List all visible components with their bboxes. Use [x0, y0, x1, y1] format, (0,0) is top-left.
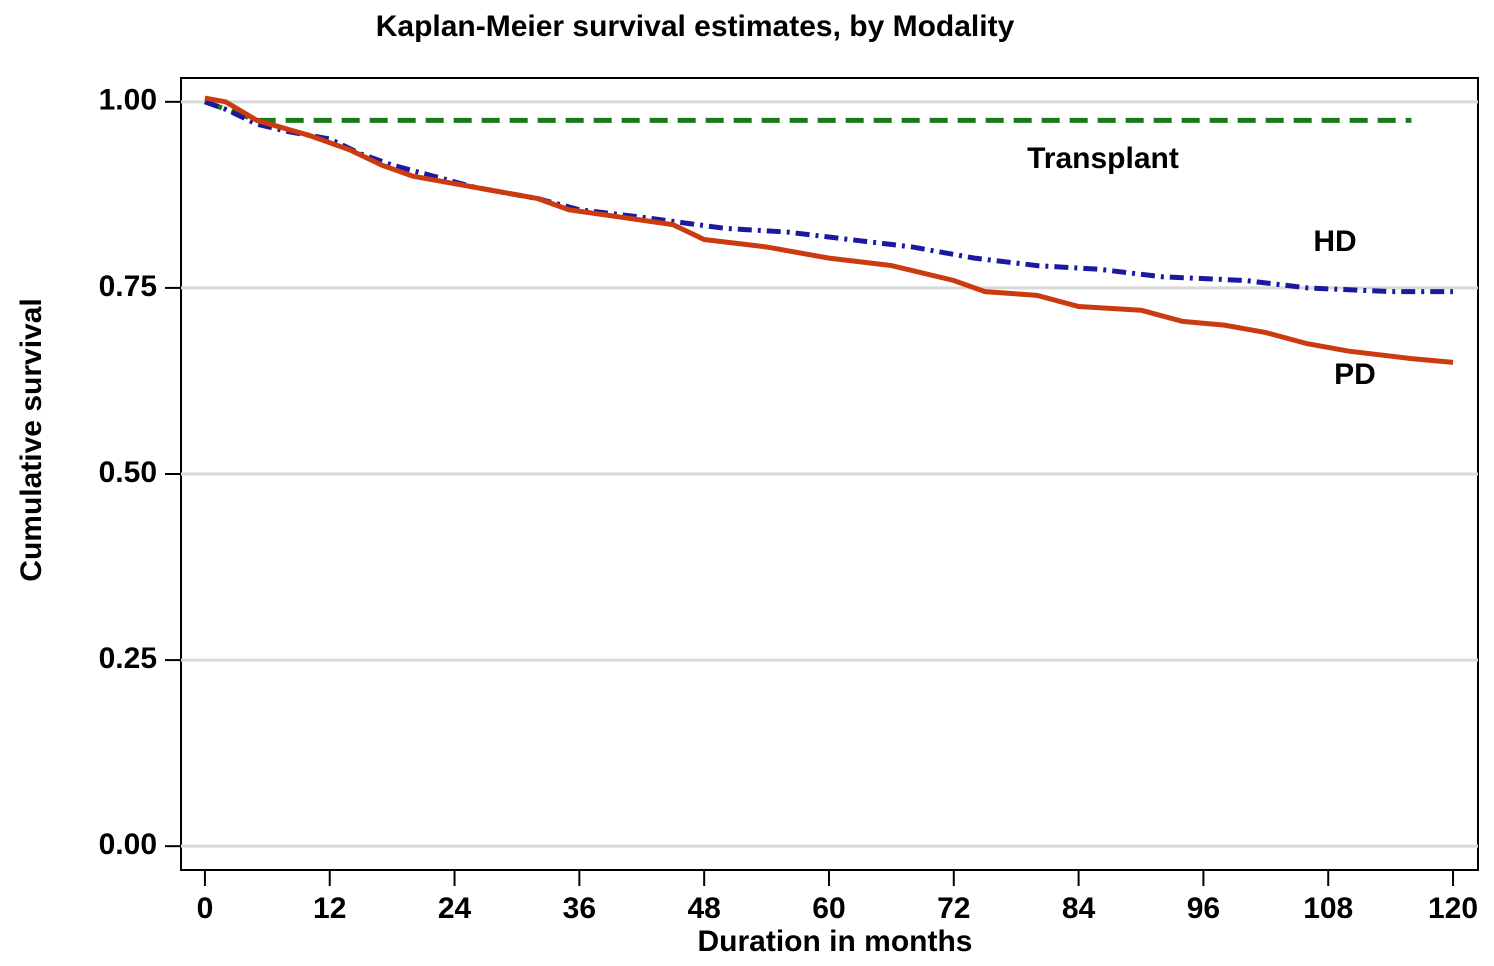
x-tick-label: 48 — [687, 892, 720, 925]
survival-line — [204, 99, 1454, 295]
x-tick-label: 0 — [197, 892, 214, 925]
series-label: HD — [1313, 225, 1356, 258]
x-tick-label: 120 — [1428, 892, 1478, 925]
x-axis-label: Duration in months — [698, 925, 973, 958]
x-tick-label: 36 — [563, 892, 596, 925]
x-tick-label: 72 — [937, 892, 970, 925]
chart-title: Kaplan-Meier survival estimates, by Moda… — [376, 10, 1015, 43]
series-label: PD — [1334, 358, 1376, 391]
series-label: Transplant — [1027, 142, 1179, 175]
x-tick-label: 12 — [313, 892, 346, 925]
y-tick-label: 0.25 — [99, 642, 157, 675]
survival-line — [204, 99, 1412, 123]
y-tick-label: 0.00 — [99, 828, 157, 861]
survival-line — [204, 95, 1454, 365]
x-tick-label: 24 — [438, 892, 472, 925]
x-tick-label: 84 — [1062, 892, 1096, 925]
y-tick-label: 1.00 — [99, 84, 157, 117]
y-tick-label: 0.50 — [99, 456, 157, 489]
x-tick-label: 108 — [1303, 892, 1353, 925]
y-axis-label: Cumulative survival — [15, 298, 48, 581]
x-tick-label: 96 — [1187, 892, 1220, 925]
y-tick-label: 0.75 — [99, 270, 157, 303]
x-tick-label: 60 — [812, 892, 845, 925]
